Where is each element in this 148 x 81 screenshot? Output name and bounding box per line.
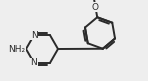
Text: O: O <box>92 3 99 12</box>
Text: CH₃: CH₃ <box>97 0 113 2</box>
Text: NH₂: NH₂ <box>8 44 26 53</box>
Text: N: N <box>31 58 37 67</box>
Text: N: N <box>31 31 37 40</box>
